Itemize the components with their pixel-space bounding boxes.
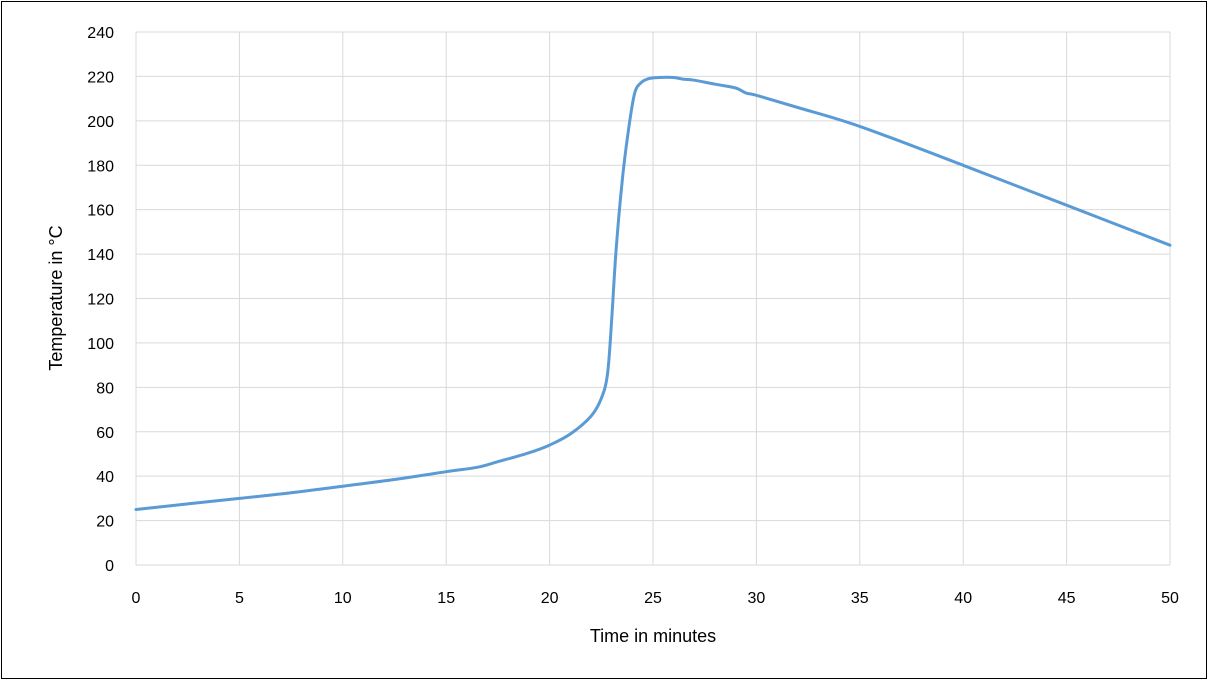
x-tick-label: 30 [748, 590, 766, 607]
y-tick-label: 20 [96, 514, 114, 531]
x-tick-label: 50 [1161, 590, 1179, 607]
y-axis-title: Temperature in °C [46, 225, 66, 370]
y-tick-label: 80 [96, 380, 114, 397]
x-tick-label: 15 [437, 590, 455, 607]
x-tick-label: 45 [1058, 590, 1076, 607]
y-tick-label: 120 [87, 292, 114, 309]
y-tick-label: 0 [105, 558, 114, 575]
y-tick-label: 200 [87, 114, 114, 131]
x-tick-label: 25 [644, 590, 662, 607]
y-tick-label: 40 [96, 469, 114, 486]
x-tick-label: 20 [541, 590, 559, 607]
y-tick-label: 100 [87, 336, 114, 353]
y-tick-label: 140 [87, 247, 114, 264]
x-axis-title: Time in minutes [590, 626, 716, 646]
x-tick-label: 5 [235, 590, 244, 607]
x-tick-labels: 0 5 10 15 20 25 30 35 40 45 50 [132, 590, 1179, 607]
y-tick-labels: 0 20 40 60 80 100 120 140 160 180 200 220 240 [87, 25, 114, 575]
x-tick-label: 40 [954, 590, 972, 607]
y-tick-label: 160 [87, 203, 114, 220]
x-tick-label: 0 [132, 590, 141, 607]
x-tick-label: 35 [851, 590, 869, 607]
y-tick-label: 60 [96, 425, 114, 442]
y-tick-label: 240 [87, 25, 114, 42]
y-tick-label: 220 [87, 69, 114, 86]
gridlines [136, 32, 1170, 565]
x-tick-label: 10 [334, 590, 352, 607]
y-tick-label: 180 [87, 158, 114, 175]
